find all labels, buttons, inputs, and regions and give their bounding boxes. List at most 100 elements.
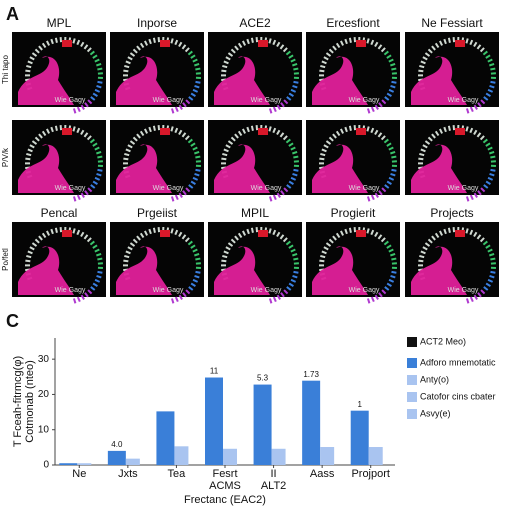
ring-tick [390,172,396,177]
ring-tick [225,56,231,61]
ring-tick [123,69,129,73]
ring-tick [293,155,299,159]
x-tick-label: Jxts [118,468,138,480]
ring-tick [465,196,470,202]
ring-tick [237,42,243,49]
bar-annotation: 11 [210,367,219,376]
ring-tick [288,180,294,185]
ring-tick [286,184,292,189]
ring-tick [325,242,332,247]
magenta-region [214,246,270,295]
ring-tick [427,238,433,244]
ring-tick [485,54,491,59]
ring-tick [320,254,326,259]
ring-tick [195,257,201,261]
bar [205,377,223,465]
image-caption: Wie Gagy [349,185,380,192]
ring-tick [420,148,426,153]
ring-tick [283,187,289,193]
ring-tick [124,152,130,157]
row-label: P/V/k [1,147,10,167]
bar [125,458,140,465]
ring-tick [242,40,246,46]
ring-tick [83,44,89,50]
ring-tick [485,180,491,185]
ring-tick [434,130,440,137]
image-caption: Wie Gagy [153,97,184,104]
ring-tick [431,45,436,51]
ring-tick [127,246,133,251]
y-tick-label: 0 [43,460,49,471]
ring-tick [124,254,130,259]
ring-tick [246,126,250,133]
image-caption: Wie Gagy [153,185,184,192]
ring-tick [366,126,370,132]
ring-tick [390,274,396,279]
ring-tick [370,194,375,201]
ring-tick [473,104,478,110]
ring-tick [223,60,229,65]
ring-tick [378,102,383,108]
ring-tick [184,47,190,53]
bar [368,447,383,465]
ring-tick [188,286,194,291]
ring-tick [279,234,285,240]
ring-tick [41,42,47,49]
red-spot [258,40,268,47]
ring-tick [480,289,486,295]
ring-tick [381,187,387,193]
ring-tick [292,84,298,89]
ring-tick [27,148,33,153]
ring-tick [94,58,100,63]
ring-tick [419,254,425,259]
ring-tick [222,254,228,259]
ring-tick [473,41,478,48]
ring-tick [83,132,89,138]
micrograph: Wie Gagy [208,120,302,202]
ring-tick [290,146,296,151]
ring-tick [383,240,389,246]
ring-tick [237,232,243,239]
micrograph: Wie Gagy [12,32,106,114]
ring-tick [489,150,495,155]
ring-tick [89,50,95,56]
ring-tick [290,88,297,93]
ring-tick [366,38,370,44]
column-title: MPL [47,16,72,30]
ring-tick [184,135,190,141]
ring-tick [94,88,101,93]
ring-tick [469,229,474,236]
ring-tick [465,38,469,44]
magenta-region [312,56,368,105]
ring-tick [276,294,281,300]
ring-tick [391,67,397,71]
micrograph: Wie Gagy [306,120,400,202]
ring-tick [86,135,92,141]
ring-tick [72,38,76,44]
ring-tick [195,155,201,159]
column-title: Projects [430,206,473,220]
ring-tick [482,240,488,246]
ring-tick [80,294,85,300]
ring-tick [366,228,370,234]
ring-tick [479,237,485,243]
ring-tick [290,176,297,181]
x-tick-label: Fesrt ACMS [209,468,241,492]
ring-tick [225,246,231,251]
ring-tick [490,67,496,71]
ring-tick [388,278,395,283]
ring-tick [473,294,478,300]
ring-tick [447,227,451,233]
ring-tick [170,126,174,132]
ring-tick [86,47,92,53]
ring-tick [268,38,272,44]
ring-tick [476,132,482,138]
red-spot [62,230,72,237]
ring-tick [340,128,344,134]
ring-tick [234,235,239,241]
ring-tick [123,157,129,161]
bar [320,447,335,465]
ring-tick [190,180,196,185]
